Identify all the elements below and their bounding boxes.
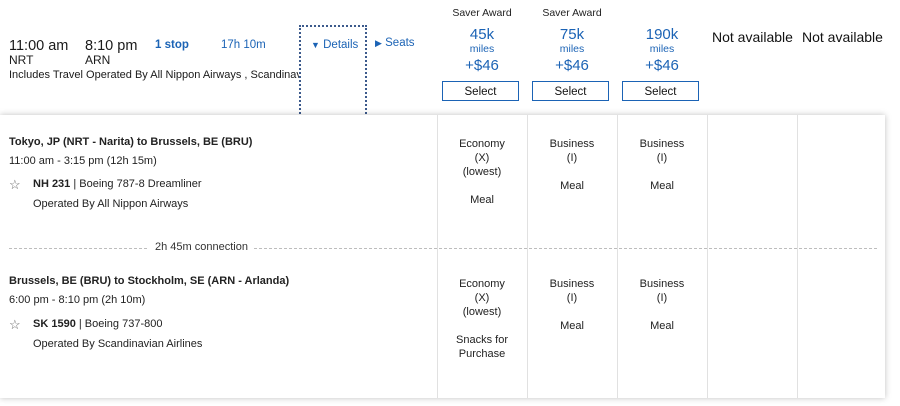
arrive-time: 8:10 pm [85,38,138,54]
details-toggle[interactable]: ▼ Details [311,39,358,51]
cabin-meal: Meal [650,180,674,192]
cabin-code: (I) [656,152,668,164]
fare-2-label: Saver Award [542,7,602,19]
caret-right-icon: ▶ [375,38,382,48]
cabin-meal: Meal [470,194,494,206]
segment-2-flight: SK 1590 [33,318,76,330]
fare-1-fee: +$46 [465,57,499,74]
fare-1-miles: 45k [469,26,495,43]
segment-2-cabin-1: Economy (X) (lowest) Snacks for Purchase [437,277,527,361]
column-divider [437,115,438,398]
cabin-meal: Meal [560,320,584,332]
cabin-code: (I) [566,152,578,164]
column-divider [617,115,618,398]
column-divider [797,115,798,398]
select-button-1[interactable]: Select [442,81,519,101]
segment-2-cabin-3: Business (I) Meal [617,277,707,333]
star-icon[interactable]: ☆ [9,317,21,332]
not-available-2: Not available [802,29,883,45]
cabin-name: Business [549,278,595,290]
cabin-meal: Snacks for Purchase [456,334,508,360]
star-icon[interactable]: ☆ [9,177,21,192]
segment-1-operator: Operated By All Nippon Airways [33,198,189,210]
cabin-name: Business [639,138,685,150]
segment-1-cabin-3: Business (I) Meal [617,137,707,193]
segment-1-cabin-1: Economy (X) (lowest) Meal [437,137,527,207]
stops-link[interactable]: 1 stop [155,39,189,51]
depart-time: 11:00 am [9,38,69,54]
column-divider [527,115,528,398]
cabin-meal: Meal [560,180,584,192]
seats-link[interactable]: ▶ Seats [375,37,415,49]
duration-text: 17h 10m [221,39,266,51]
cabin-code: (I) [566,292,578,304]
fare-3-miles: 190k [645,26,679,43]
segment-1-flight-info: NH 231 | Boeing 787-8 Dreamliner [33,178,202,190]
cabin-note: (lowest) [462,166,502,178]
caret-down-icon: ▼ [311,40,320,50]
segment-1-flight: NH 231 [33,178,71,190]
cabin-code: (X) [474,292,490,304]
segment-1-times: 11:00 am - 3:15 pm (12h 15m) [9,155,157,167]
segment-2-operator: Operated By Scandinavian Airlines [33,338,203,350]
details-panel: Tokyo, JP (NRT - Narita) to Brussels, BE… [0,115,885,398]
fare-2-miles: 75k [559,26,585,43]
cabin-name: Economy [459,138,505,150]
segment-1-route: Tokyo, JP (NRT - Narita) to Brussels, BE… [9,136,253,148]
cabin-code: (X) [474,152,490,164]
operated-note: Includes Travel Operated By All Nippon A… [9,69,311,81]
select-button-3[interactable]: Select [622,81,699,101]
connection-time: 2h 45m connection [149,241,254,253]
segment-2-flight-info: SK 1590 | Boeing 737-800 [33,318,162,330]
cabin-meal: Meal [650,320,674,332]
fare-3-fee: +$46 [645,57,679,74]
details-label: Details [323,39,359,51]
details-tab[interactable]: ▼ Details [299,25,367,118]
arrive-code: ARN [85,53,111,67]
fare-1-unit: miles [469,43,495,55]
fare-1-label: Saver Award [452,7,512,19]
fare-2-fee: +$46 [555,57,589,74]
seats-label: Seats [385,37,415,49]
cabin-note: (lowest) [462,306,502,318]
depart-code: NRT [9,53,34,67]
fare-3-unit: miles [649,43,675,55]
segment-1-aircraft: | Boeing 787-8 Dreamliner [70,178,202,190]
segment-2-route: Brussels, BE (BRU) to Stockholm, SE (ARN… [9,275,290,287]
cabin-name: Business [549,138,595,150]
cabin-name: Economy [459,278,505,290]
cabin-code: (I) [656,292,668,304]
segment-2-cabin-2: Business (I) Meal [527,277,617,333]
segment-2-times: 6:00 pm - 8:10 pm (2h 10m) [9,294,146,306]
select-button-2[interactable]: Select [532,81,609,101]
connection-divider [9,248,877,249]
fare-2-unit: miles [559,43,585,55]
segment-2-aircraft: | Boeing 737-800 [75,318,163,330]
not-available-1: Not available [712,29,793,45]
column-divider [707,115,708,398]
cabin-name: Business [639,278,685,290]
segment-1-cabin-2: Business (I) Meal [527,137,617,193]
